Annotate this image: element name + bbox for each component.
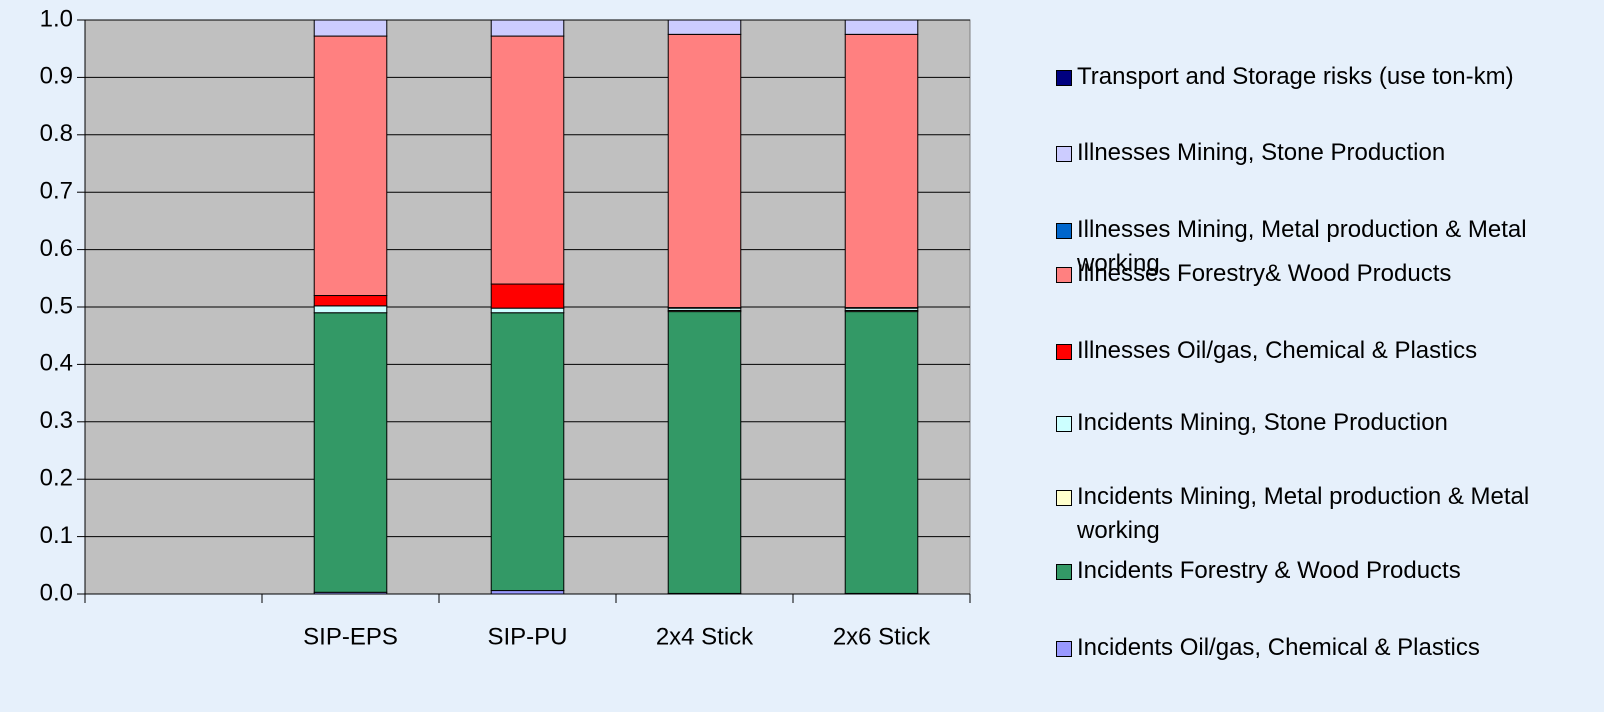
y-tick-label: 1.0 <box>40 5 73 32</box>
legend-item: Illnesses Mining, Metal production & Met… <box>1056 213 1576 281</box>
y-tick-label: 0.5 <box>40 292 73 319</box>
legend-label: Illnesses Oil/gas, Chemical & Plastics <box>1077 337 1478 364</box>
y-tick-label: 0.4 <box>40 350 73 377</box>
bar-segment <box>667 311 742 594</box>
bar-segment <box>667 33 742 309</box>
x-tick-label: 2x6 Stick <box>833 623 931 650</box>
bar-segment <box>490 312 565 592</box>
legend-swatch <box>1056 490 1072 506</box>
legend-label: Illnesses Forestry& Wood Products <box>1077 260 1452 287</box>
bar-segment <box>490 283 565 309</box>
bar-segment <box>844 33 919 309</box>
y-tick-label: 0.7 <box>40 178 73 205</box>
legend-swatch <box>1056 564 1072 580</box>
legend-item: Illnesses Oil/gas, Chemical & Plastics <box>1056 334 1576 368</box>
bar-segment <box>490 307 565 314</box>
y-tick-label: 0.3 <box>40 407 73 434</box>
bar-segment <box>313 19 388 37</box>
bar-segment <box>667 19 742 35</box>
bar-segment <box>313 35 388 297</box>
legend-label: Illnesses Mining, Stone Production <box>1077 139 1446 166</box>
bar-segment <box>490 590 565 595</box>
legend-item: Incidents Mining, Stone Production <box>1056 406 1576 440</box>
legend-swatch <box>1056 70 1072 86</box>
y-tick-label: 0.8 <box>40 120 73 147</box>
legend-swatch <box>1056 146 1072 162</box>
bar-segment <box>844 19 919 35</box>
legend-label: Incidents Mining, Metal production & Met… <box>1077 483 1530 544</box>
y-tick-label: 0.0 <box>40 579 73 606</box>
legend-item: Incidents Mining, Metal production & Met… <box>1056 480 1576 548</box>
legend-label: Incidents Forestry & Wood Products <box>1077 557 1461 584</box>
legend-item: Illnesses Mining, Stone Production <box>1056 136 1576 170</box>
y-tick-label: 0.9 <box>40 63 73 90</box>
x-tick-label: SIP-PU <box>487 623 567 650</box>
y-tick-label: 0.6 <box>40 235 73 262</box>
x-tick-label: 2x4 Stick <box>656 623 754 650</box>
x-tick-label: SIP-EPS <box>303 623 398 650</box>
legend-item: Incidents Forestry & Wood Products <box>1056 554 1576 588</box>
legend-swatch <box>1056 344 1072 360</box>
bar-segment <box>490 19 565 37</box>
legend-item: Transport and Storage risks (use ton-km) <box>1056 60 1576 94</box>
bar-segment <box>313 295 388 307</box>
legend-label: Incidents Mining, Stone Production <box>1077 409 1448 436</box>
y-tick-label: 0.2 <box>40 465 73 492</box>
legend-swatch <box>1056 641 1072 657</box>
chart: 0.0 0.1 0.2 0.3 0.4 0.5 0.6 0.7 0.8 0.9 1.0 SIP-EPS… <box>40 5 971 650</box>
legend-item: Incidents Oil/gas, Chemical & Plastics <box>1056 631 1576 665</box>
bar-segment <box>313 305 388 314</box>
legend-swatch <box>1056 267 1072 283</box>
legend-label: Incidents Oil/gas, Chemical & Plastics <box>1077 634 1480 661</box>
legend-item: Illnesses Forestry& Wood Products <box>1056 257 1576 291</box>
legend-swatch <box>1056 223 1072 239</box>
bar-segment <box>313 312 388 593</box>
legend-label: Illnesses Mining, Metal production & Met… <box>1077 216 1527 277</box>
legend-swatch <box>1056 416 1072 432</box>
bar-segment <box>490 35 565 285</box>
y-tick-label: 0.1 <box>40 522 73 549</box>
legend-label: Transport and Storage risks (use ton-km) <box>1077 63 1514 90</box>
bar-segment <box>844 311 919 594</box>
